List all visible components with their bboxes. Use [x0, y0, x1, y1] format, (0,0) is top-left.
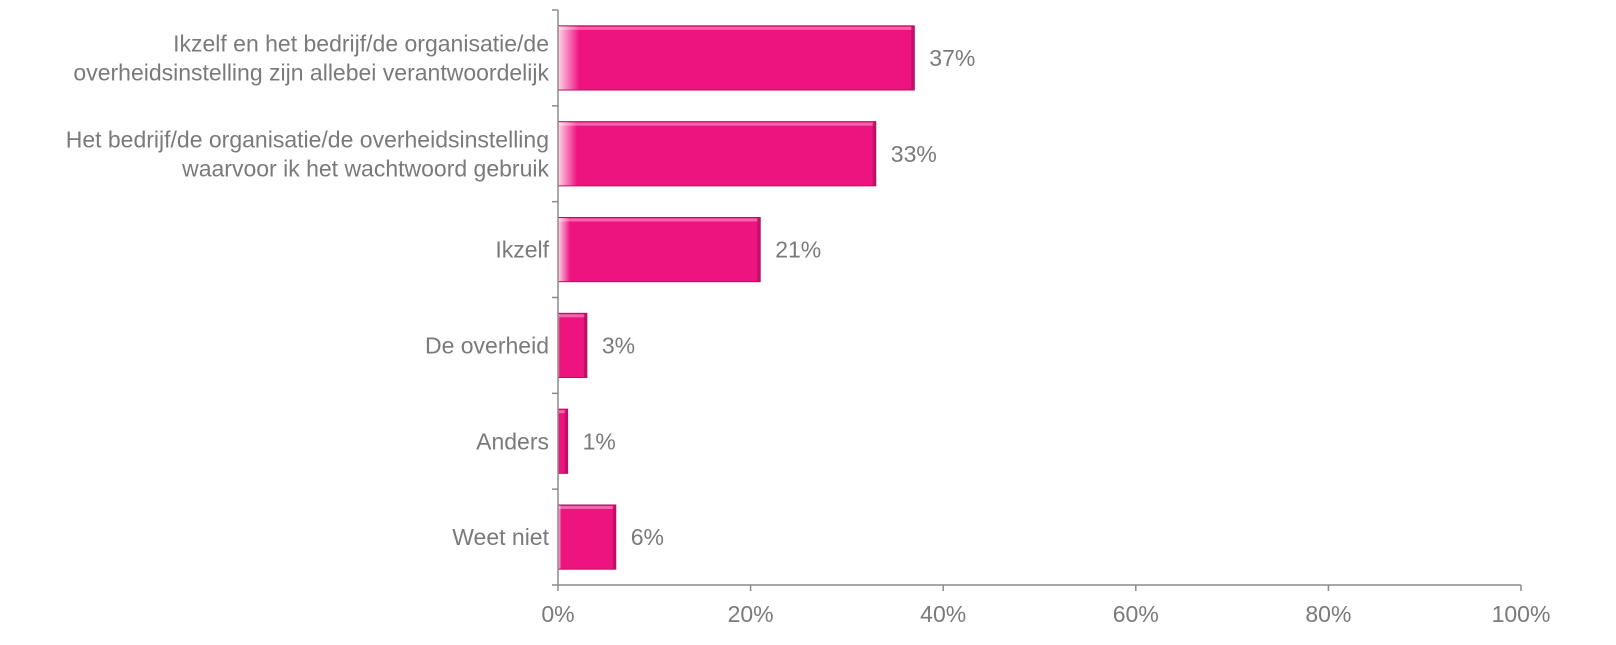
- axes: [552, 9, 1522, 591]
- value-label-1: 33%: [891, 141, 937, 167]
- bar-bevel-4: [559, 410, 567, 414]
- value-label-4: 1%: [583, 428, 616, 454]
- bar-bevel-1: [559, 122, 875, 126]
- category-label-line: Weet niet: [452, 524, 549, 550]
- category-label-line: waarvoor ik het wachtwoord gebruik: [181, 155, 549, 181]
- bar-bevel-2: [559, 218, 760, 222]
- value-label-5: 6%: [631, 524, 664, 550]
- bar-0: [557, 25, 915, 91]
- category-label-4: Anders: [476, 428, 549, 454]
- value-label-3: 3%: [602, 332, 635, 358]
- category-label-0: Ikzelf en het bedrijf/de organisatie/de o…: [73, 30, 549, 85]
- bar-3: [557, 312, 588, 379]
- labels: 37% Ikzelf en het bedrijf/de organisatie/…: [66, 30, 1551, 627]
- x-tick-label-1: 20%: [728, 601, 774, 627]
- category-label-line: Anders: [476, 428, 549, 454]
- x-tick-label-4: 80%: [1305, 601, 1351, 627]
- value-label-2: 21%: [775, 237, 821, 263]
- bar-bevel-5: [559, 505, 615, 509]
- x-tick-label-0: 0%: [541, 601, 574, 627]
- x-tick-label-3: 60%: [1113, 601, 1159, 627]
- bar-2: [557, 216, 761, 283]
- category-label-3: De overheid: [425, 332, 549, 358]
- category-label-line: overheidsinstelling zijn allebei verantw…: [73, 59, 549, 85]
- bar-edge-4: [564, 409, 568, 474]
- x-tick-label-2: 40%: [920, 601, 966, 627]
- bar-edge-1: [872, 121, 876, 186]
- bar-edge-5: [612, 504, 616, 570]
- category-label-2: Ikzelf: [495, 237, 549, 263]
- bar-edge-0: [911, 25, 915, 91]
- x-tick-label-5: 100%: [1492, 601, 1551, 627]
- bar-bevel-3: [559, 314, 586, 318]
- value-label-0: 37%: [929, 45, 975, 71]
- bar-bevel-0: [559, 26, 914, 30]
- category-label-5: Weet niet: [452, 524, 549, 550]
- bar-edge-3: [583, 313, 587, 378]
- bar-edge-2: [757, 217, 761, 282]
- bar-1: [557, 121, 877, 187]
- category-label-line: Het bedrijf/de organisatie/de overheidsi…: [66, 126, 549, 152]
- category-label-line: De overheid: [425, 332, 549, 358]
- bar-5: [557, 504, 617, 570]
- category-label-1: Het bedrijf/de organisatie/de overheidsi…: [66, 126, 550, 181]
- category-label-line: Ikzelf en het bedrijf/de organisatie/de: [173, 30, 549, 56]
- category-label-line: Ikzelf: [495, 237, 549, 263]
- bars: [557, 25, 915, 570]
